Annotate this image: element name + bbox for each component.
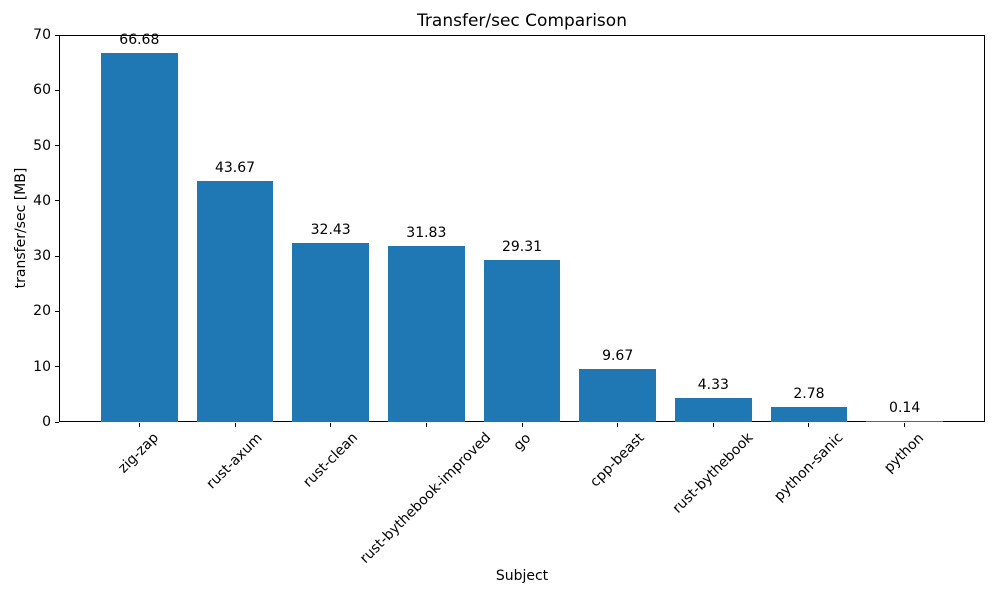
x-tick-mark: [712, 423, 714, 427]
x-tick-mark: [521, 423, 523, 427]
bar-value-label: 32.43: [310, 221, 351, 238]
y-tick-mark: [55, 310, 59, 312]
y-tick-mark: [55, 145, 59, 147]
y-tick-mark: [55, 421, 59, 423]
x-tick-label: rust-bythebook: [669, 430, 757, 517]
bar-value-label: 66.68: [119, 32, 160, 49]
x-axis-label: Subject: [495, 568, 549, 584]
x-tick-mark: [617, 423, 619, 427]
y-tick-mark: [55, 34, 59, 36]
x-tick-mark: [330, 423, 332, 427]
y-tick-label: 0: [42, 414, 51, 430]
bar: [483, 259, 561, 422]
bar-value-label: 9.67: [602, 347, 634, 364]
x-tick-mark: [425, 423, 427, 427]
x-tick-label: cpp-beast: [587, 429, 648, 491]
bar-value-label: 29.31: [501, 238, 543, 255]
y-tick-label: 70: [33, 27, 51, 43]
bar-value-label: 2.78: [793, 385, 825, 402]
x-tick-mark: [808, 423, 810, 427]
y-tick-label: 10: [33, 358, 51, 375]
x-tick-label: zig-zap: [115, 429, 163, 477]
bar: [101, 53, 178, 422]
bar: [675, 398, 752, 422]
y-tick-label: 30: [33, 248, 51, 265]
bar-value-label: 0.14: [889, 400, 921, 417]
bar: [292, 242, 369, 422]
x-tick-label: python: [881, 429, 928, 476]
bar: [866, 421, 943, 422]
bar: [579, 368, 656, 422]
x-tick-mark: [138, 423, 140, 427]
y-axis-label: transfer/sec [MB]: [13, 167, 29, 289]
bar-value-label: 31.83: [406, 225, 447, 242]
y-tick-mark: [55, 89, 59, 91]
y-tick-label: 40: [33, 192, 51, 209]
x-tick-label: rust-bythebook-improved: [357, 429, 495, 568]
x-tick-label: rust-clean: [299, 429, 361, 491]
y-tick-mark: [55, 255, 59, 257]
bar-value-label: 4.33: [697, 377, 729, 394]
chart-title: Transfer/sec Comparison: [417, 11, 627, 31]
y-tick-label: 50: [33, 137, 51, 154]
bar: [770, 406, 848, 422]
x-tick-label: go: [510, 429, 534, 454]
x-tick-label: rust-axum: [203, 430, 266, 493]
y-tick-label: 20: [33, 303, 51, 320]
y-tick-mark: [55, 200, 59, 202]
bar: [388, 246, 465, 422]
y-tick-mark: [55, 366, 59, 368]
x-tick-label: python-sanic: [771, 429, 847, 506]
x-tick-mark: [234, 423, 236, 427]
x-tick-mark: [904, 423, 906, 427]
bar: [196, 180, 274, 422]
bar-value-label: 43.67: [214, 159, 256, 176]
y-tick-label: 60: [33, 82, 51, 99]
